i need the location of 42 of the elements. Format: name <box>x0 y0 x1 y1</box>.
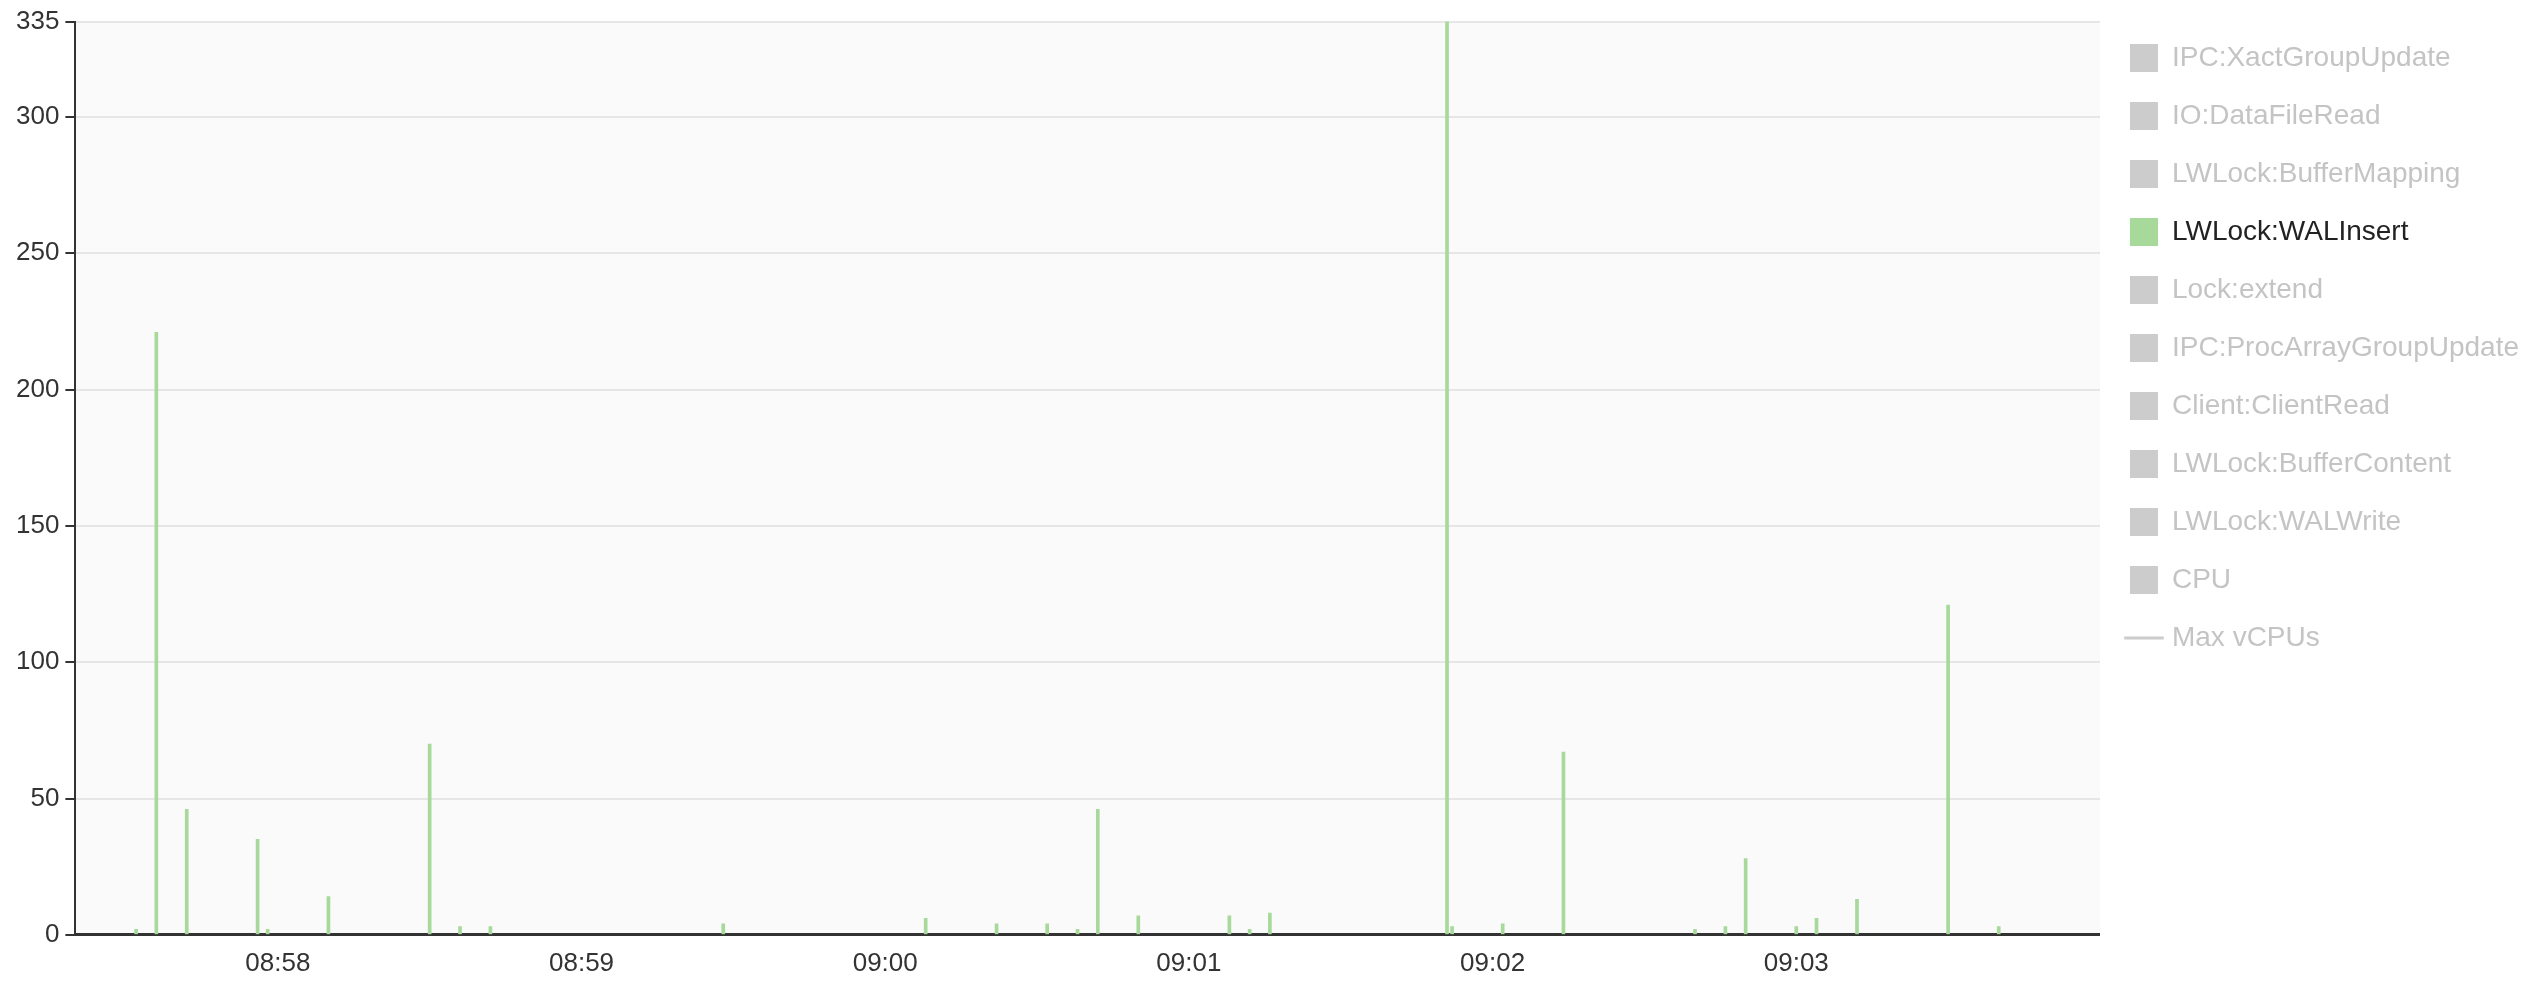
bar <box>134 929 138 935</box>
y-tick-label: 300 <box>15 100 60 131</box>
bar <box>1794 926 1799 935</box>
bar <box>1855 899 1859 935</box>
x-tick-label: 08:59 <box>548 946 615 977</box>
bar <box>265 929 270 935</box>
y-tick-label: 335 <box>15 4 60 35</box>
bar <box>1500 923 1505 935</box>
y-tick-label: 150 <box>15 509 60 540</box>
y-tick-label: 0 <box>44 917 60 948</box>
legend-label: LWLock:BufferMapping <box>2171 156 2461 188</box>
legend-label: LWLock:BufferContent <box>2171 446 2452 478</box>
bar <box>721 923 726 935</box>
x-tick-label: 09:01 <box>1156 946 1222 977</box>
bar <box>1095 809 1100 935</box>
legend-label: Client:ClientRead <box>2171 388 2390 420</box>
y-tick-label: 250 <box>15 236 60 267</box>
bar <box>1946 604 1950 935</box>
y-tick-label: 200 <box>15 372 60 403</box>
x-tick-label: 08:58 <box>245 946 311 977</box>
legend-label: LWLock:WALInsert <box>2171 214 2409 246</box>
bar <box>1693 929 1697 935</box>
bar <box>427 743 432 935</box>
legend-label: IPC:ProcArrayGroupUpdate <box>2171 330 2520 362</box>
legend-label: IO:DataFileRead <box>2171 98 2381 130</box>
y-tick-label: 100 <box>15 645 60 676</box>
y-tick-label: 50 <box>30 781 60 812</box>
legend-label: LWLock:WALWrite <box>2171 504 2402 536</box>
x-tick-label: 09:02 <box>1460 946 1526 977</box>
x-tick-label: 09:03 <box>1763 946 1829 977</box>
bar <box>458 926 462 935</box>
legend-label: Max vCPUs <box>2171 620 2320 652</box>
bar <box>1996 926 2001 935</box>
legend-label: IPC:XactGroupUpdate <box>2171 40 2451 72</box>
bar <box>923 918 928 935</box>
bar <box>184 809 189 935</box>
legend-label: CPU <box>2171 562 2232 594</box>
bar <box>1045 923 1050 935</box>
legend-label: Lock:extend <box>2171 272 2323 304</box>
bar <box>1136 915 1141 935</box>
bar <box>1268 912 1272 935</box>
x-tick-label: 09:00 <box>852 946 918 977</box>
